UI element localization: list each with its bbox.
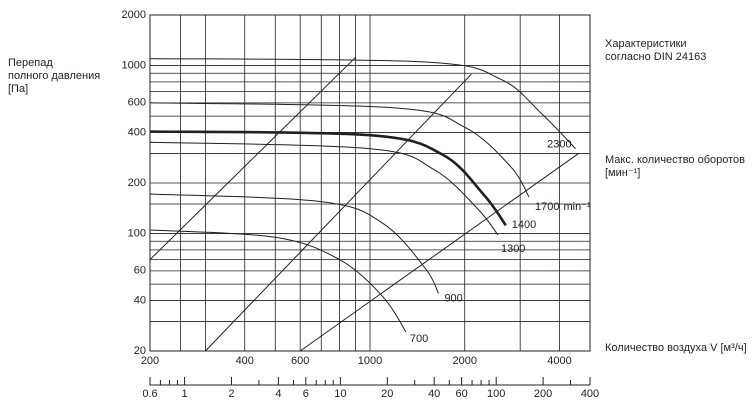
- x-tick-labels: 200 400 600 1000 2000 4000: [141, 355, 572, 367]
- grid: [149, 14, 591, 352]
- fan-curve-1700: [149, 102, 530, 198]
- y-axis-label-line1: Перепад: [8, 57, 53, 69]
- y-tick-label: 400: [128, 126, 146, 138]
- y-tick-label: 40: [134, 294, 146, 306]
- secondary-axis-label: 10: [334, 388, 346, 400]
- characteristics-note-line2: согласно DIN 24163: [605, 51, 707, 63]
- secondary-x-axis: 0.6 1 2 4 6 10 20 40 60 100 200 400: [142, 377, 599, 400]
- y-tick-label: 2000: [122, 9, 146, 21]
- y-tick-label: 200: [128, 177, 146, 189]
- system-line: [205, 73, 472, 352]
- curve-label-2300: 2300: [547, 139, 571, 151]
- secondary-axis-label: 200: [534, 388, 552, 400]
- curve-label-700: 700: [410, 333, 428, 345]
- x-tick-label: 600: [291, 355, 309, 367]
- secondary-axis-label: 6: [303, 388, 309, 400]
- system-line: [299, 153, 579, 352]
- secondary-axis-label: 4: [275, 388, 281, 400]
- secondary-axis-label: 60: [455, 388, 467, 400]
- fan-curve-2300: [149, 58, 576, 150]
- curve-label-1300: 1300: [501, 243, 525, 255]
- x-tick-label: 1000: [358, 355, 382, 367]
- secondary-axis-label: 20: [381, 388, 393, 400]
- fan-curves: [149, 58, 576, 333]
- curve-label-1400: 1400: [512, 219, 536, 231]
- y-tick-label: 20: [134, 345, 146, 357]
- max-speed-note-line1: Макс. количество оборотов: [605, 154, 746, 166]
- secondary-axis-label: 40: [428, 388, 440, 400]
- x-tick-label: 2000: [453, 355, 477, 367]
- x-axis-label: Количество воздуха V [м³/ч]: [605, 342, 747, 354]
- y-axis-label-line3: [Па]: [8, 83, 29, 95]
- system-line: [149, 56, 356, 260]
- curve-label-unit: min⁻¹: [563, 201, 591, 213]
- y-tick-label: 1000: [122, 59, 146, 71]
- fan-curve-700: [149, 229, 407, 333]
- x-tick-label: 400: [236, 355, 254, 367]
- secondary-axis-label: 1: [182, 388, 188, 400]
- max-speed-note-line2: [мин⁻¹]: [605, 167, 641, 179]
- y-tick-label: 600: [128, 97, 146, 109]
- fan-curve-1400: [149, 130, 507, 227]
- x-tick-label: 4000: [547, 355, 571, 367]
- secondary-axis-label: 2: [228, 388, 234, 400]
- curve-label-900: 900: [444, 292, 462, 304]
- x-tick-label: 200: [141, 355, 159, 367]
- fan-curve-labels: 700 900 1300 1400 1700 min⁻¹ 2300: [410, 139, 591, 345]
- characteristics-note-line1: Характеристики: [605, 38, 687, 50]
- y-tick-label: 60: [134, 265, 146, 277]
- y-tick-labels: 20 40 60 100 200 400 600 1000 2000: [122, 9, 146, 357]
- secondary-axis-label: 400: [581, 388, 599, 400]
- secondary-axis-label: 0.6: [142, 388, 157, 400]
- fan-curve-900: [149, 193, 439, 294]
- curve-label-1700: 1700 min⁻¹: [535, 201, 591, 213]
- system-lines: [149, 56, 579, 352]
- fan-curve-1300: [149, 141, 499, 236]
- secondary-axis-label: 100: [487, 388, 505, 400]
- y-tick-label: 100: [128, 227, 146, 239]
- y-axis-label-line2: полного давления: [8, 70, 101, 82]
